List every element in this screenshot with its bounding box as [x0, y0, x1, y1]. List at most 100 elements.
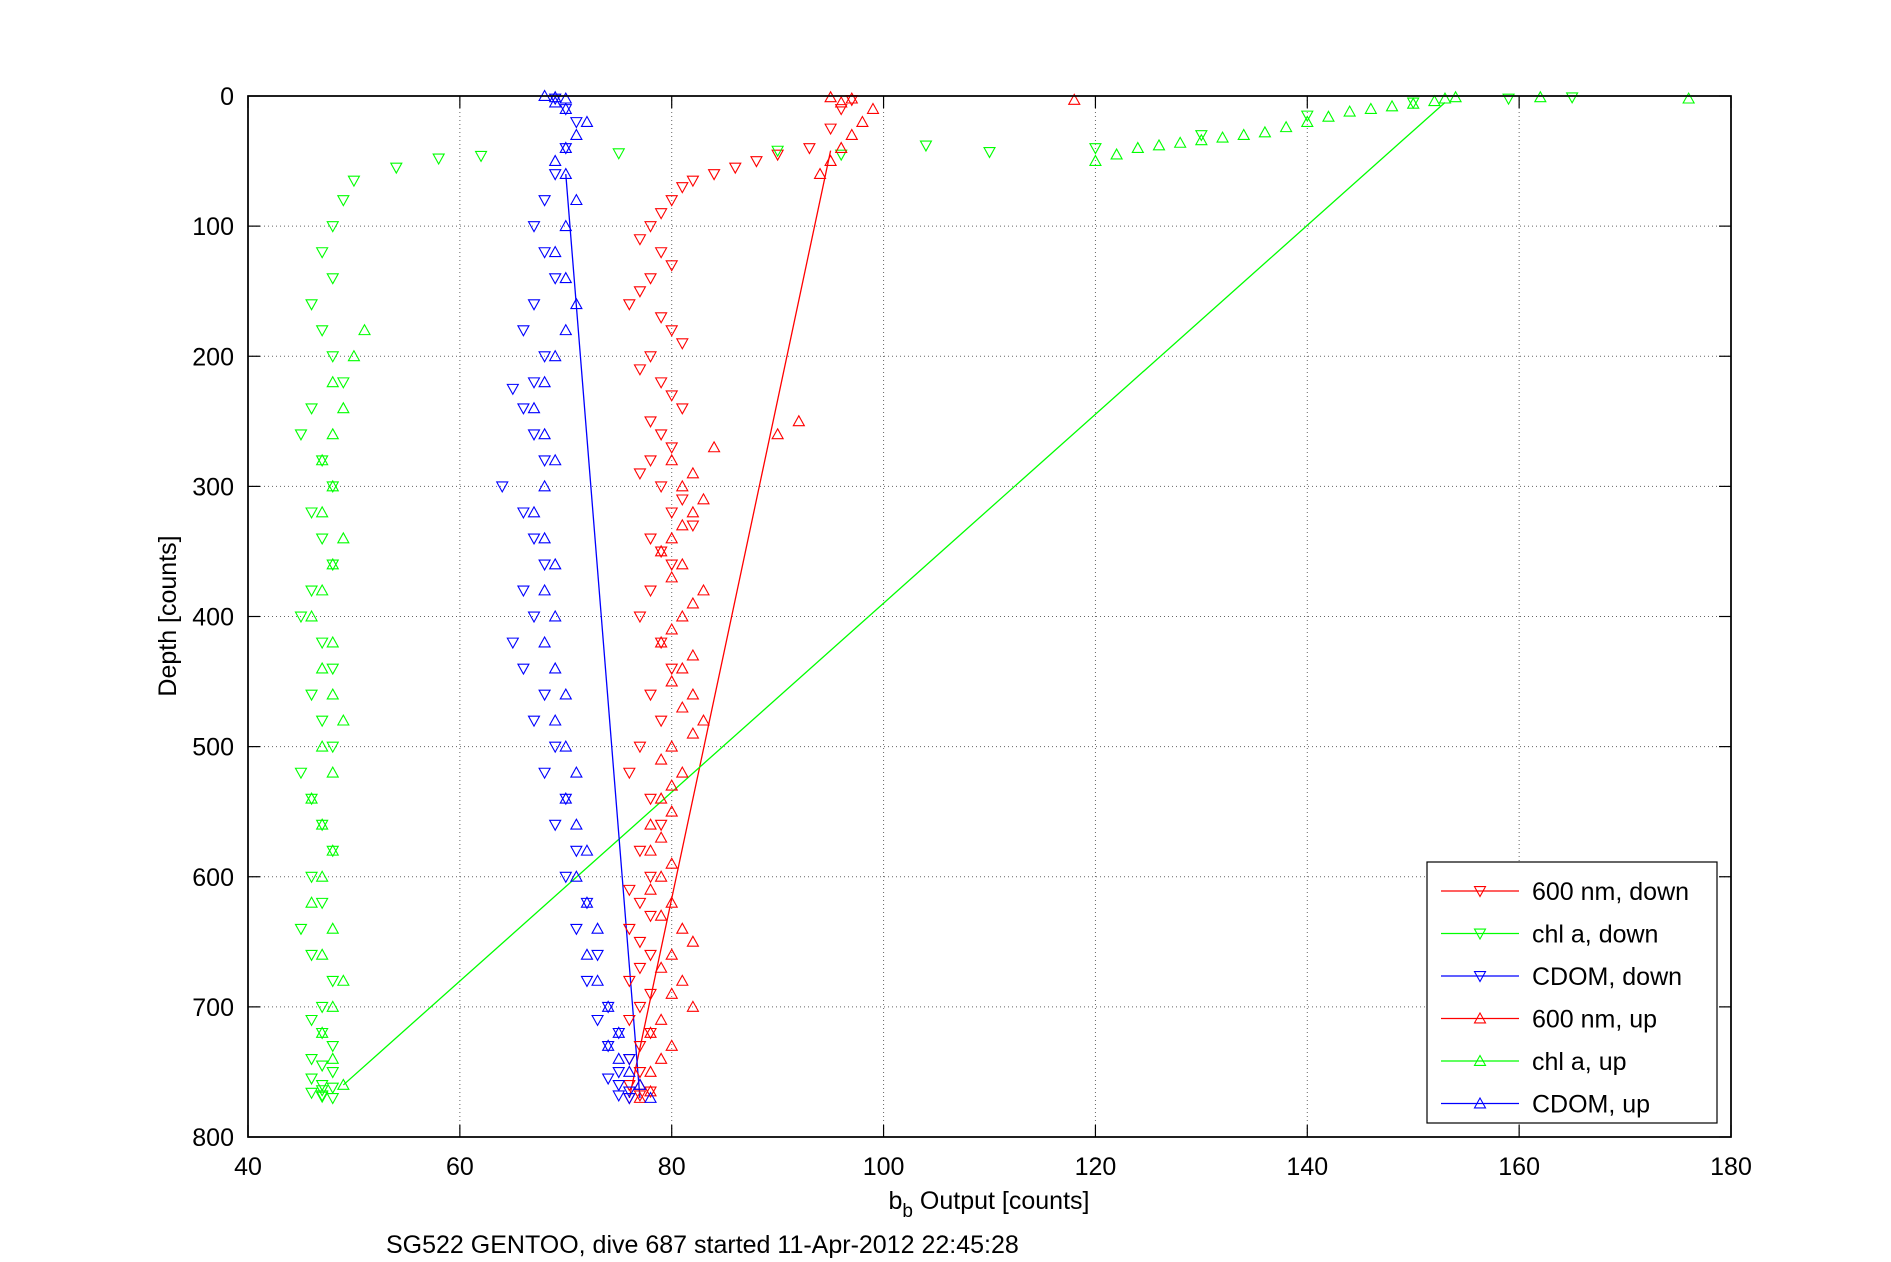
data-point — [771, 427, 785, 440]
data-point — [548, 609, 562, 622]
legend-label-cdom-up: CDOM, up — [1532, 1091, 1650, 1119]
data-point — [644, 871, 657, 884]
chl-a-up-line — [342, 102, 1446, 1086]
x-axis-label: bb Output [counts] — [889, 1187, 1090, 1222]
data-point — [665, 805, 679, 817]
legend-marker — [1473, 886, 1487, 898]
600-nm-up-series — [633, 90, 1081, 1103]
data-point — [644, 793, 657, 806]
data-point — [675, 766, 689, 778]
data-point — [1237, 128, 1251, 140]
data-point — [305, 403, 318, 415]
data-point — [538, 247, 552, 259]
x-tick-label: 100 — [863, 1153, 905, 1181]
data-point — [1449, 90, 1463, 103]
data-point — [527, 429, 541, 441]
data-point — [654, 961, 668, 973]
data-point — [654, 208, 668, 220]
x-tick-label: 160 — [1498, 1153, 1540, 1181]
data-point — [675, 182, 689, 194]
plot-border — [247, 95, 1732, 1138]
data-point — [432, 153, 446, 166]
data-point — [315, 637, 329, 650]
data-point — [347, 349, 361, 362]
data-point — [294, 611, 308, 624]
data-point — [834, 141, 848, 153]
data-point — [1300, 110, 1314, 123]
data-point — [1682, 91, 1696, 104]
data-point — [665, 857, 679, 869]
data-point — [336, 195, 350, 207]
data-point — [559, 687, 573, 700]
data-point — [538, 195, 552, 207]
legend-label-600-nm-down: 600 nm, down — [1532, 878, 1689, 906]
y-tick-label: 800 — [192, 1124, 234, 1152]
data-point — [612, 148, 626, 160]
data-point — [315, 1026, 329, 1038]
data-point — [548, 273, 562, 285]
data-point — [527, 505, 541, 518]
data-point — [326, 741, 340, 754]
data-point — [665, 896, 679, 908]
data-point — [665, 195, 679, 207]
data-point — [675, 479, 689, 492]
data-point — [622, 1065, 636, 1077]
data-point — [538, 479, 552, 492]
data-point — [294, 923, 308, 936]
legend-label-chl-a-down: chl a, down — [1532, 921, 1658, 949]
data-point — [548, 741, 562, 754]
data-point — [326, 1000, 340, 1012]
data-point — [326, 687, 340, 700]
data-point — [315, 948, 329, 960]
data-point — [516, 403, 530, 415]
data-point — [633, 1066, 647, 1079]
data-point — [516, 585, 530, 598]
data-point — [665, 325, 679, 337]
data-point — [315, 533, 329, 546]
x-tick-label: 140 — [1286, 1153, 1328, 1181]
data-point — [665, 622, 679, 635]
y-tick-label: 700 — [192, 994, 234, 1022]
data-point — [305, 1014, 318, 1027]
y-tick-label: 100 — [192, 213, 234, 241]
legend-marker — [1473, 928, 1487, 941]
data-point — [686, 175, 700, 188]
data-point — [1194, 130, 1208, 142]
data-point — [569, 923, 583, 936]
data-point — [834, 149, 848, 162]
data-point — [845, 91, 859, 104]
data-point — [654, 544, 668, 557]
data-point — [654, 1013, 668, 1025]
data-point — [336, 974, 350, 986]
data-point — [326, 375, 340, 388]
data-point — [654, 870, 668, 882]
data-point — [527, 377, 541, 389]
data-point — [474, 150, 488, 163]
data-point — [548, 349, 562, 362]
legend-marker — [1473, 1011, 1487, 1024]
data-point — [336, 1078, 350, 1090]
data-point — [813, 167, 827, 180]
data-point — [569, 845, 583, 858]
data-point — [665, 570, 679, 583]
data-point — [866, 102, 880, 114]
data-point — [633, 364, 647, 376]
data-point — [633, 962, 647, 975]
data-point — [548, 661, 562, 674]
data-point — [305, 871, 318, 884]
data-point — [326, 273, 340, 285]
data-point — [633, 845, 647, 858]
data-point — [771, 145, 785, 158]
data-point — [559, 792, 573, 804]
data-point — [644, 455, 657, 467]
data-point — [538, 583, 552, 596]
legend-marker — [1473, 1054, 1487, 1066]
data-point — [1194, 133, 1208, 146]
data-point — [315, 897, 329, 910]
data-point — [1258, 125, 1272, 138]
data-point — [326, 221, 340, 233]
data-point — [665, 507, 679, 520]
caption: SG522 GENTOO, dive 687 started 11-Apr-20… — [386, 1231, 1019, 1259]
data-point — [644, 1065, 657, 1077]
data-point — [315, 247, 329, 259]
